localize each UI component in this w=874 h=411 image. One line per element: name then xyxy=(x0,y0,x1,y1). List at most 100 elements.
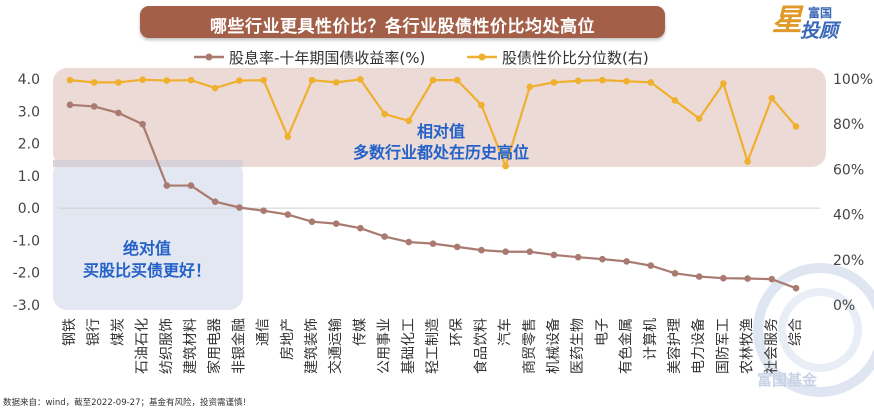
series-2-point xyxy=(284,133,292,140)
series-1-point xyxy=(381,233,388,240)
series-1-point xyxy=(429,240,437,247)
series-2-point xyxy=(187,76,195,84)
axes: -3.0 -2.0 -1.0 0.0 1.0 2.0 3.0 4.0 0% 20% 40% 60% 80… xyxy=(13,72,873,374)
series-2-point xyxy=(599,76,606,84)
series-1-point xyxy=(357,224,364,232)
annotation-relative-line1: 相对值 xyxy=(417,122,465,141)
series-2-point xyxy=(66,76,74,84)
x-tick-label: 传媒 xyxy=(352,318,368,346)
series-1-point xyxy=(502,248,509,256)
series-1-point xyxy=(405,238,413,246)
star-logo-icon: 星 xyxy=(772,3,802,38)
x-tick-label: 交通运输 xyxy=(327,318,344,374)
y-right-tick-label: 40% xyxy=(833,208,864,224)
series-1-point xyxy=(187,182,195,189)
series-1-point xyxy=(695,273,703,280)
series-1-point xyxy=(332,220,340,227)
x-tick-label: 商贸零售 xyxy=(522,318,538,374)
series-1-point xyxy=(284,211,292,218)
series-2-point xyxy=(115,79,122,86)
legend-marker-series-1 xyxy=(205,53,213,61)
chart-title: 哪些行业更具性价比？各行业股债性价比均处高位 xyxy=(210,17,595,37)
series-1-point xyxy=(744,275,751,282)
y-left-tick-label: 3.0 xyxy=(18,104,40,120)
y-left-tick-label: 0.0 xyxy=(18,201,40,217)
series-2-point xyxy=(236,77,243,84)
series-2-point xyxy=(453,76,461,84)
x-tick-label: 通信 xyxy=(256,318,272,346)
x-tick-label: 电力设备 xyxy=(690,318,707,374)
series-layer xyxy=(66,76,800,292)
series-2-point xyxy=(768,94,776,102)
series-1-point xyxy=(308,218,316,226)
series-1-point xyxy=(550,251,558,259)
x-tick-label: 公用事业 xyxy=(377,318,393,374)
logo-bottom-text: 投顾 xyxy=(800,20,839,42)
x-tick-label: 社会服务 xyxy=(764,318,780,374)
watermark-text: 富国基金 xyxy=(757,371,818,389)
series-1-point xyxy=(163,182,171,189)
x-tick-label: 非银金融 xyxy=(231,318,247,374)
y-right-tick-label: 80% xyxy=(833,117,864,133)
y-left-tick-label: 4.0 xyxy=(18,72,40,88)
series-1-point xyxy=(139,120,146,128)
series-2-point xyxy=(478,101,485,109)
series-2-point xyxy=(526,83,534,91)
x-tick-label: 房地产 xyxy=(280,318,296,360)
y-left-tick-label: -3.0 xyxy=(13,298,40,314)
series-2-point xyxy=(574,77,582,85)
box-overlap xyxy=(53,160,243,167)
series-2-point xyxy=(429,76,437,84)
series-1-point xyxy=(768,275,776,283)
annotation-relative-line2: 多数行业都处在历史高位 xyxy=(353,143,529,162)
x-tick-label: 国防军工 xyxy=(715,318,731,374)
series-2-point xyxy=(720,80,727,87)
x-tick-label: 建筑装饰 xyxy=(304,318,320,374)
series-1-point xyxy=(236,204,243,211)
x-tick-label: 美容护理 xyxy=(666,318,683,374)
series-2-point xyxy=(163,77,171,84)
legend-label-series-1: 股息率-十年期国债收益率(%) xyxy=(229,49,425,67)
series-1-point xyxy=(599,255,606,263)
series-2-point xyxy=(332,79,340,86)
x-tick-label: 银行 xyxy=(86,318,102,346)
series-2-point xyxy=(550,79,558,86)
series-2-point xyxy=(671,97,679,104)
series-1-point xyxy=(453,243,461,251)
x-tick-label: 家用电器 xyxy=(206,318,223,374)
series-1-point xyxy=(115,109,122,117)
x-tick-label: 计算机 xyxy=(643,318,659,360)
x-tick-label: 农林牧渔 xyxy=(740,318,756,374)
series-1-point xyxy=(526,248,534,256)
series-1-point xyxy=(792,284,800,292)
x-tick-label: 纺织服饰 xyxy=(159,318,175,374)
series-2-point xyxy=(405,117,413,125)
series-1-point xyxy=(211,198,219,205)
series-2-point xyxy=(308,76,316,84)
y-right-tick-label: 20% xyxy=(833,253,864,269)
series-1-point xyxy=(478,246,485,254)
x-tick-label: 轻工制造 xyxy=(425,318,441,374)
y-left-tick-label: 1.0 xyxy=(18,169,40,185)
y-left-tick-label: -1.0 xyxy=(13,233,40,249)
series-2-point xyxy=(695,115,703,122)
series-2-point xyxy=(260,76,267,84)
y-right-tick-label: 0% xyxy=(833,298,855,314)
absolute-value-box xyxy=(53,160,243,310)
series-1-point xyxy=(260,207,267,215)
x-tick-label: 综合 xyxy=(788,318,804,346)
y-right-tick-label: 60% xyxy=(833,162,864,178)
x-tick-label: 煤炭 xyxy=(110,318,126,346)
series-2-point xyxy=(139,76,146,83)
logo-top-text: 富国 xyxy=(808,6,833,20)
series-1-point xyxy=(66,101,74,109)
highlight-boxes xyxy=(53,68,826,310)
y-left-tick-label: 2.0 xyxy=(18,137,40,153)
y-left-tick-label: -2.0 xyxy=(13,266,40,282)
x-tick-label: 钢铁 xyxy=(62,318,78,346)
title-bar: 哪些行业更具性价比？各行业股债性价比均处高位 xyxy=(140,6,665,38)
series-2-point xyxy=(623,77,630,85)
series-1-point xyxy=(623,258,630,265)
